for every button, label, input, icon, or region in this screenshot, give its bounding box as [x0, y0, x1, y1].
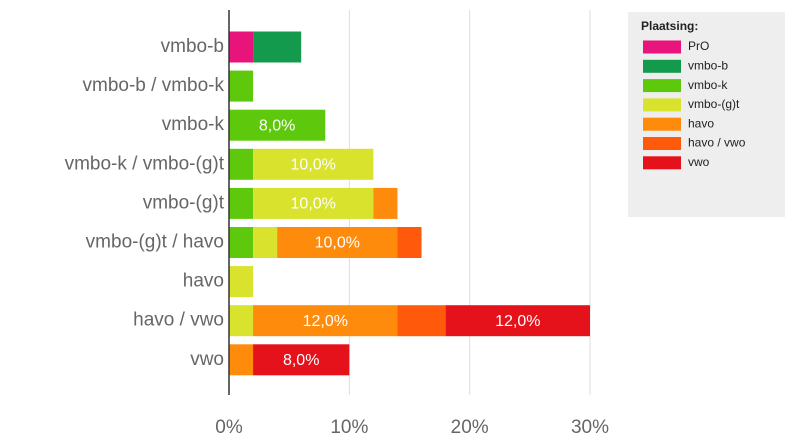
legend-swatch [643, 98, 681, 112]
bar-segment [373, 187, 398, 219]
y-tick-label: vmbo-k / vmbo-(g)t [65, 153, 225, 174]
y-tick-label: vmbo-(g)t / havo [86, 232, 224, 253]
y-tick-label: vmbo-(g)t [143, 192, 225, 213]
bar-segment [277, 227, 398, 258]
x-tick-label: 0% [215, 417, 243, 438]
x-tick-label: 20% [451, 417, 489, 438]
y-tick-label: vwo [190, 349, 224, 370]
bar-segment [253, 148, 374, 180]
legend-swatch [643, 156, 681, 170]
legend-label: vmbo-k [688, 78, 728, 92]
y-tick-label: vmbo-b [161, 36, 224, 57]
legend-swatch [643, 59, 681, 73]
bar-segment [253, 305, 398, 337]
bar-segment [229, 148, 254, 180]
legend-title: Plaatsing: [641, 19, 698, 33]
bar-segment [229, 227, 254, 258]
legend-swatch [643, 117, 681, 131]
value-label: 10,0% [291, 196, 336, 213]
legend-label: vmbo-(g)t [688, 97, 740, 111]
y-tick-label: havo [183, 271, 224, 292]
x-tick-label: 10% [330, 417, 368, 438]
legend-label: vwo [688, 155, 710, 169]
value-label: 10,0% [291, 157, 336, 174]
bar-segment [229, 109, 326, 141]
bar-segment [253, 187, 374, 219]
value-label: 12,0% [303, 313, 348, 330]
value-label: 8,0% [259, 117, 295, 134]
y-tick-label: vmbo-b / vmbo-k [83, 75, 225, 96]
bar-segment [397, 227, 422, 258]
legend-label: PrO [688, 39, 709, 53]
bar-segment [253, 31, 302, 63]
bar-segment [229, 266, 254, 298]
bar-segment [229, 70, 254, 102]
value-label: 12,0% [495, 313, 540, 330]
bar-segment [397, 305, 446, 337]
legend-swatch [643, 137, 681, 150]
legend-swatch [643, 79, 681, 93]
value-label: 10,0% [315, 235, 360, 252]
legend-label: havo / vwo [688, 136, 746, 150]
legend-label: vmbo-b [688, 58, 728, 72]
bar-segment [253, 344, 350, 376]
bar-segment [253, 227, 278, 258]
legend-label: havo [688, 116, 714, 130]
bar-segment [229, 31, 254, 63]
value-label: 8,0% [283, 352, 319, 369]
bar-segment [229, 305, 254, 337]
legend-swatch [643, 40, 681, 54]
x-tick-label: 30% [571, 417, 609, 438]
bar-segment [229, 344, 254, 376]
bar-segment [229, 187, 254, 219]
bar-segment [445, 305, 590, 337]
y-tick-label: vmbo-k [162, 114, 225, 135]
y-tick-label: havo / vwo [133, 310, 224, 331]
